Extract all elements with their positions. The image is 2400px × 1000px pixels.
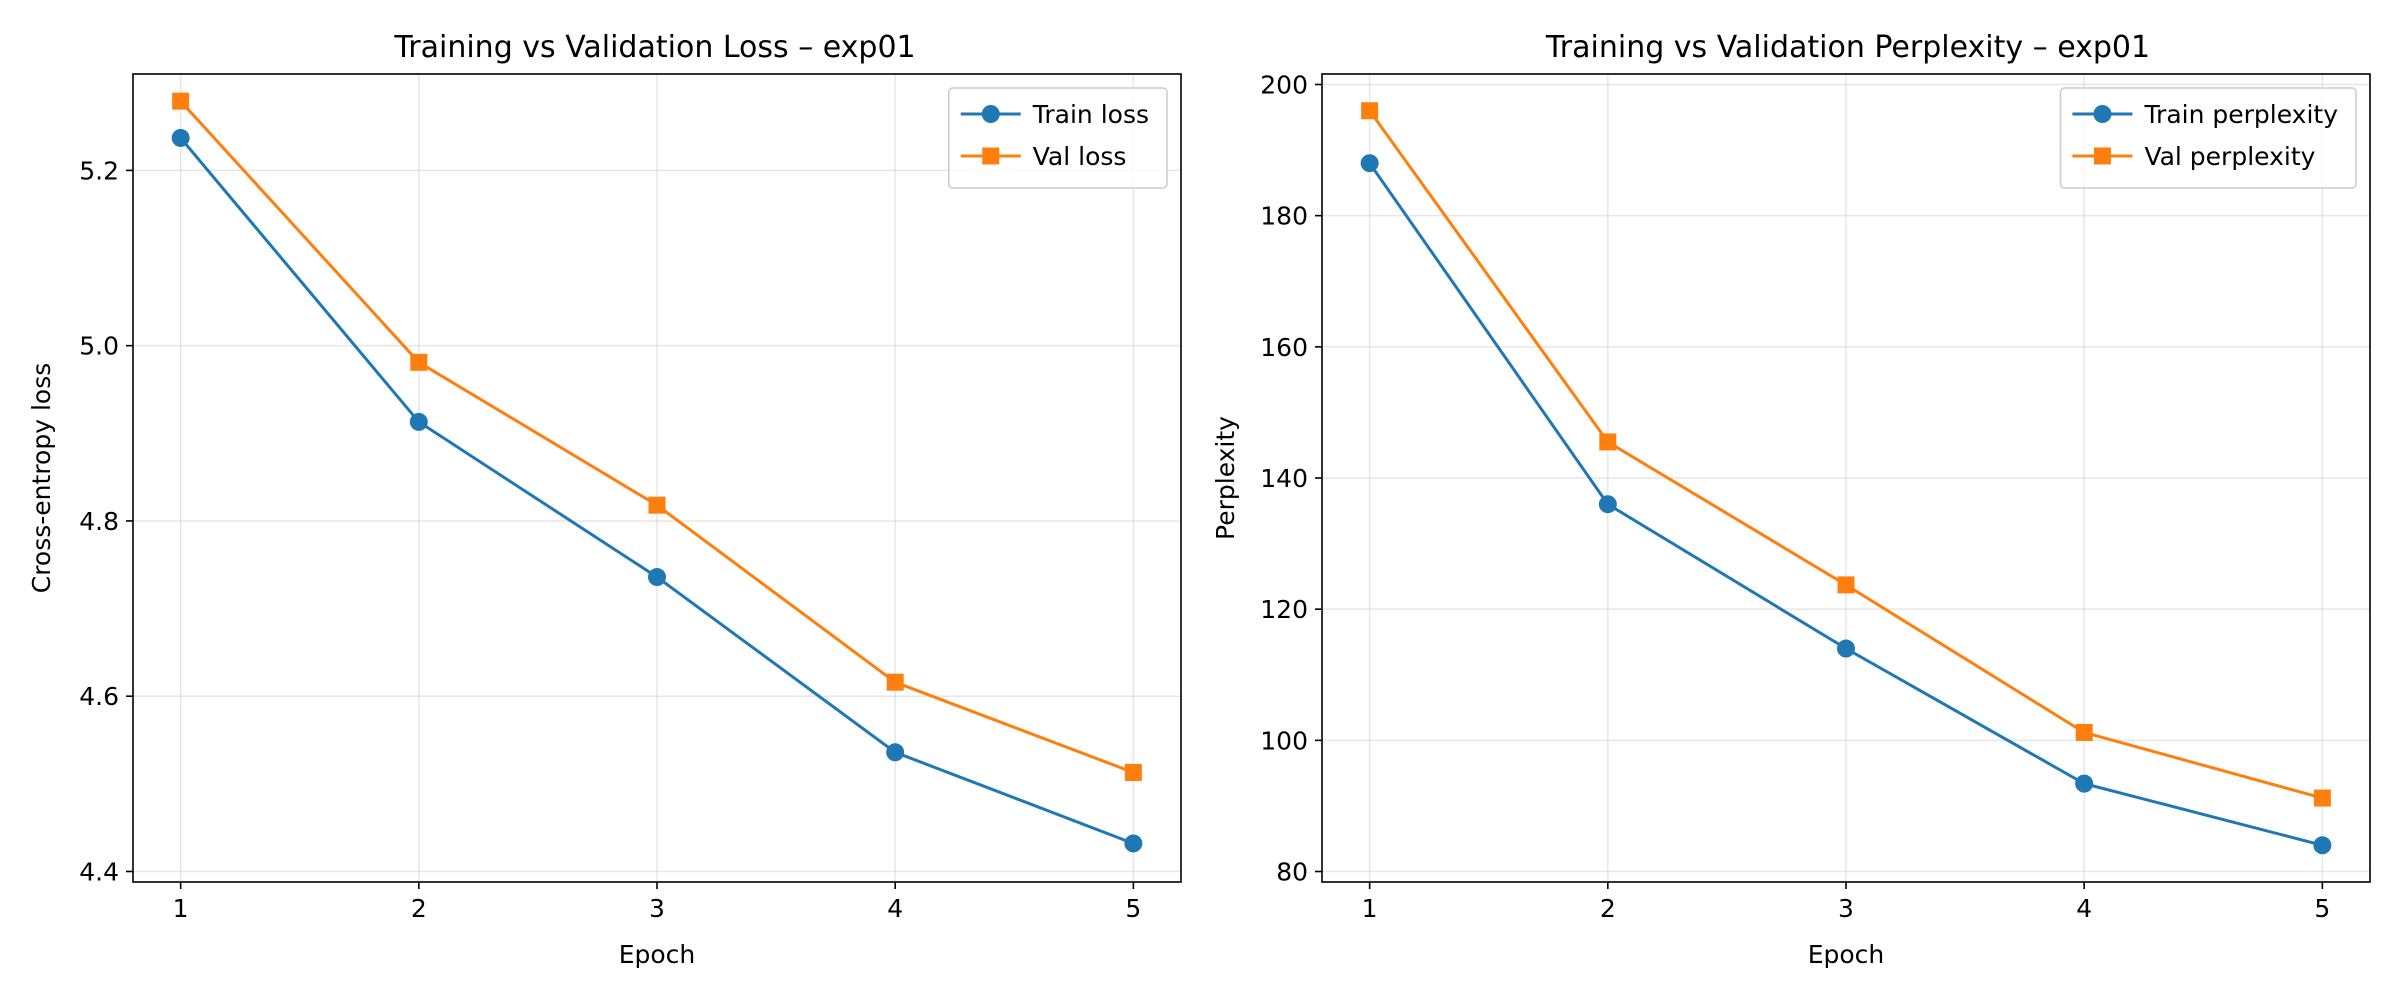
- loss-series-1-point-3: [886, 673, 904, 691]
- perplexity-series-0-point-4: [2313, 836, 2332, 855]
- perplexity-x-tick-label-0: 1: [1362, 894, 1378, 923]
- perplexity-y-tick-label-3: 140: [1260, 464, 1308, 493]
- perplexity-x-tick-label-1: 2: [1600, 894, 1616, 923]
- loss-y-axis-label: Cross-entropy loss: [27, 363, 56, 594]
- perplexity-legend-marker-0: [2093, 105, 2112, 123]
- loss-legend-label-1: Val loss: [1033, 142, 1127, 171]
- loss-series-0-point-0: [171, 128, 190, 147]
- loss-series-0-point-4: [1124, 834, 1143, 853]
- loss-series-1-point-4: [1124, 763, 1142, 781]
- loss-legend-marker-0: [981, 105, 1000, 123]
- perplexity-y-tick-label-5: 180: [1260, 202, 1308, 231]
- perplexity-x-tick-label-4: 5: [2314, 894, 2330, 923]
- perplexity-chart-title: Training vs Validation Perplexity – exp0…: [1545, 30, 2150, 65]
- loss-y-tick-label-2: 4.8: [79, 507, 119, 536]
- loss-y-tick-label-1: 4.6: [79, 682, 119, 711]
- perplexity-y-tick-label-2: 120: [1260, 595, 1308, 624]
- perplexity-y-axis-label: Perplexity: [1211, 416, 1240, 540]
- perplexity-legend-label-0: Train perplexity: [2143, 100, 2338, 129]
- loss-series-0-point-2: [648, 568, 666, 587]
- perplexity-legend-box: [2059, 87, 2357, 189]
- perplexity-y-tick-label-1: 100: [1260, 726, 1308, 755]
- perplexity-legend-marker-1: [2093, 147, 2111, 165]
- loss-plot-area: 1 2 3 4 5 4.4 4.6 4.8 5.0 5.2 Train loss Val loss: [79, 73, 1182, 923]
- loss-series-0-point-1: [409, 412, 428, 431]
- perplexity-chart: Training vs Validation Perplexity – exp0…: [1211, 30, 2371, 969]
- loss-series-1-point-2: [648, 496, 666, 514]
- loss-series-1-point-1: [410, 353, 428, 371]
- loss-chart: Training vs Validation Loss – exp01 1 2 3 4…: [27, 30, 1182, 969]
- perplexity-y-tick-label-4: 160: [1260, 333, 1308, 362]
- perplexity-x-tick-label-2: 3: [1838, 894, 1854, 923]
- perplexity-plot-area: 1 2 3 4 5 80 100 120 140 160 180 200 Train perplexit…: [1260, 70, 2371, 923]
- loss-x-axis-label: Epoch: [619, 940, 696, 969]
- perplexity-series-0-point-0: [1360, 154, 1379, 173]
- loss-x-tick-label-0: 1: [173, 894, 189, 923]
- perplexity-series-1-point-2: [1837, 576, 1855, 594]
- perplexity-series-1-point-1: [1599, 433, 1617, 451]
- loss-legend-marker-1: [982, 147, 1000, 165]
- loss-y-tick-label-4: 5.2: [79, 156, 119, 185]
- perplexity-y-tick-label-0: 80: [1276, 858, 1308, 887]
- loss-legend-label-0: Train loss: [1032, 100, 1149, 129]
- loss-series-0-point-3: [886, 743, 905, 762]
- perplexity-legend-label-1: Val perplexity: [2144, 142, 2315, 171]
- perplexity-x-tick-label-3: 4: [2076, 894, 2092, 923]
- loss-x-tick-label-4: 5: [1125, 894, 1141, 923]
- perplexity-legend: Train perplexity Val perplexity: [2059, 87, 2357, 189]
- perplexity-y-tick-label-6: 200: [1260, 70, 1308, 99]
- perplexity-series-1-point-3: [2075, 723, 2093, 741]
- perplexity-series-0-point-2: [1837, 639, 1855, 658]
- loss-legend: Train loss Val loss: [948, 87, 1168, 189]
- perplexity-series-1-point-4: [2313, 789, 2331, 807]
- loss-chart-title: Training vs Validation Loss – exp01: [393, 30, 915, 65]
- perplexity-x-axis-label: Epoch: [1808, 940, 1885, 969]
- loss-x-tick-label-3: 4: [887, 894, 903, 923]
- perplexity-series-1-point-0: [1361, 102, 1379, 120]
- loss-y-tick-label-0: 4.4: [79, 857, 119, 886]
- loss-x-tick-label-1: 2: [411, 894, 427, 923]
- loss-y-tick-label-3: 5.0: [79, 332, 119, 361]
- loss-x-tick-label-2: 3: [649, 894, 665, 923]
- perplexity-series-0-point-1: [1598, 495, 1617, 514]
- perplexity-series-0-point-3: [2075, 774, 2094, 793]
- loss-series-1-point-0: [172, 92, 190, 110]
